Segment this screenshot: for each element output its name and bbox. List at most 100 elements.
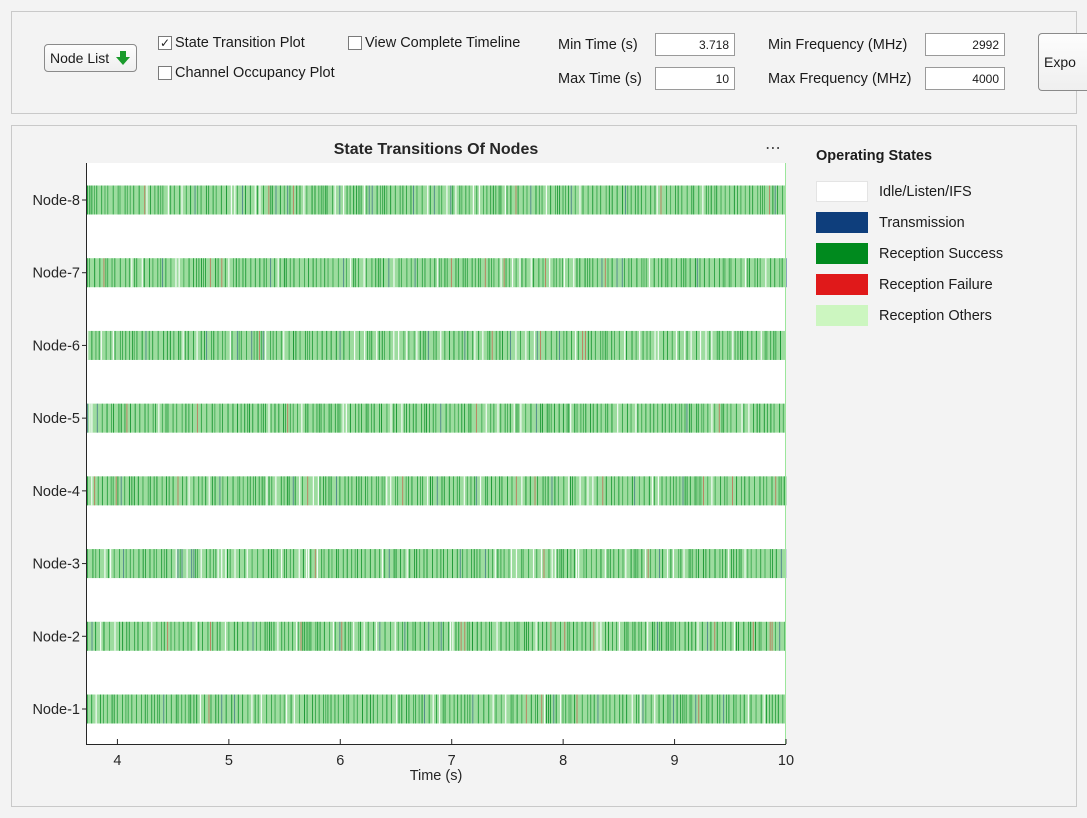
reception-success-event xyxy=(759,258,761,288)
reception-success-event xyxy=(356,694,358,724)
reception-success-event xyxy=(541,185,543,215)
state-transition-checkbox[interactable]: ✓ State Transition Plot xyxy=(158,35,305,51)
reception-success-event xyxy=(506,185,508,215)
reception-success-event xyxy=(563,549,565,579)
reception-success-event xyxy=(432,476,433,506)
reception-success-event xyxy=(245,185,246,215)
reception-success-event xyxy=(491,258,492,288)
max-time-label: Max Time (s) xyxy=(558,71,642,87)
reception-success-event xyxy=(689,694,691,724)
reception-success-event xyxy=(433,330,435,360)
reception-success-event xyxy=(272,330,274,360)
reception-success-event xyxy=(247,403,249,433)
reception-success-event xyxy=(384,621,386,651)
reception-success-event xyxy=(219,621,221,651)
reception-failure-event xyxy=(208,694,210,724)
reception-success-event xyxy=(773,330,775,360)
reception-success-event xyxy=(353,694,355,724)
channel-occupancy-checkbox[interactable]: Channel Occupancy Plot xyxy=(158,65,335,81)
reception-success-event xyxy=(608,185,610,215)
idle-gap xyxy=(200,549,202,579)
reception-success-event xyxy=(106,403,108,433)
reception-success-event xyxy=(714,185,716,215)
reception-failure-event xyxy=(268,185,270,215)
reception-success-event xyxy=(486,185,488,215)
reception-success-event xyxy=(274,258,276,288)
reception-success-event xyxy=(775,330,777,360)
reception-success-event xyxy=(419,549,421,579)
export-button[interactable]: Expo xyxy=(1038,33,1087,91)
reception-success-event xyxy=(771,476,773,506)
reception-success-event xyxy=(269,621,270,651)
reception-success-event xyxy=(641,258,643,288)
reception-success-event xyxy=(645,694,647,724)
node-list-button[interactable]: Node List xyxy=(44,44,137,72)
reception-success-event xyxy=(569,621,571,651)
reception-success-event xyxy=(500,185,502,215)
transmission-event xyxy=(621,258,623,288)
idle-gap xyxy=(625,549,627,579)
reception-success-event xyxy=(611,476,613,506)
reception-success-event xyxy=(468,185,470,215)
reception-success-event xyxy=(141,330,143,360)
reception-success-event xyxy=(107,185,109,215)
reception-success-event xyxy=(365,403,367,433)
reception-success-event xyxy=(330,694,332,724)
reception-success-event xyxy=(689,258,691,288)
reception-success-event xyxy=(232,476,234,506)
reception-success-event xyxy=(635,549,637,579)
reception-success-event xyxy=(374,549,376,579)
idle-gap xyxy=(683,549,685,579)
reception-success-event xyxy=(525,403,527,433)
reception-success-event xyxy=(714,403,716,433)
idle-gap xyxy=(592,476,594,506)
reception-success-event xyxy=(582,185,584,215)
reception-success-event xyxy=(567,621,569,651)
reception-success-event xyxy=(149,258,150,288)
reception-success-event xyxy=(215,258,217,288)
idle-gap xyxy=(281,549,283,579)
reception-success-event xyxy=(317,621,319,651)
reception-success-event xyxy=(205,185,207,215)
reception-success-event xyxy=(346,694,348,724)
reception-success-event xyxy=(505,621,507,651)
reception-failure-event xyxy=(585,330,586,360)
idle-gap xyxy=(711,476,713,506)
max-time-field[interactable] xyxy=(655,67,735,90)
min-frequency-field[interactable] xyxy=(925,33,1005,56)
reception-success-event xyxy=(113,694,115,724)
reception-success-event xyxy=(758,621,760,651)
reception-success-event xyxy=(605,476,607,506)
reception-success-event xyxy=(270,403,272,433)
reception-success-event xyxy=(585,549,587,579)
reception-success-event xyxy=(264,621,266,651)
reception-success-event xyxy=(133,330,135,360)
reception-success-event xyxy=(650,549,652,579)
reception-success-event xyxy=(402,621,403,651)
reception-success-event xyxy=(733,185,735,215)
more-options-icon[interactable]: ⋯ xyxy=(765,140,782,157)
complete-timeline-checkbox[interactable]: View Complete Timeline xyxy=(348,35,520,51)
reception-success-event xyxy=(516,621,518,651)
max-frequency-field[interactable] xyxy=(925,67,1005,90)
reception-success-event xyxy=(580,403,582,433)
reception-success-event xyxy=(471,549,473,579)
reception-success-event xyxy=(372,694,374,724)
reception-success-event xyxy=(680,549,682,579)
idle-gap xyxy=(478,185,481,215)
reception-success-event xyxy=(756,403,758,433)
reception-success-event xyxy=(689,403,691,433)
reception-success-event xyxy=(214,403,216,433)
reception-success-event xyxy=(117,185,119,215)
x-tick-label: 10 xyxy=(778,753,794,769)
reception-success-event xyxy=(400,549,402,579)
reception-success-event xyxy=(198,476,200,506)
reception-success-event xyxy=(686,330,688,360)
reception-success-event xyxy=(169,330,171,360)
reception-success-event xyxy=(709,549,711,579)
reception-success-event xyxy=(487,330,489,360)
reception-success-event xyxy=(444,258,446,288)
reception-success-event xyxy=(273,621,275,651)
transmission-event xyxy=(388,258,390,288)
min-time-field[interactable] xyxy=(655,33,735,56)
